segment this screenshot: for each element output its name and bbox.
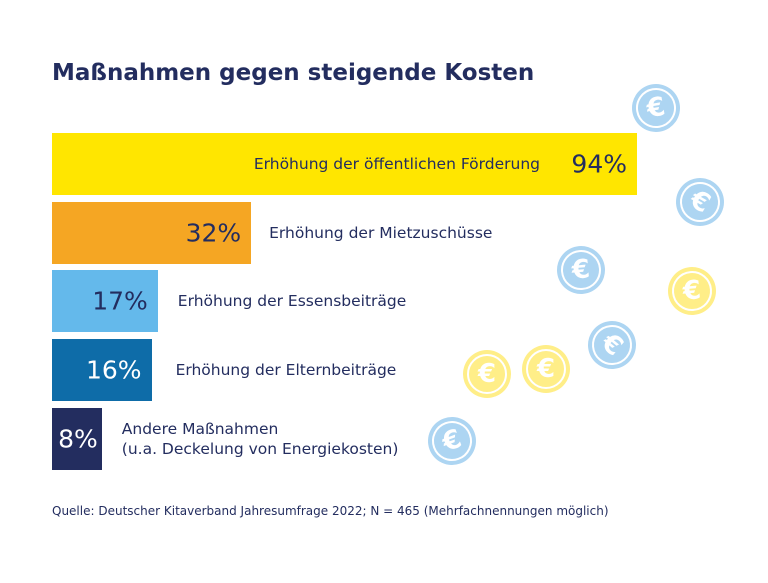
euro-coin-icon: € bbox=[578, 311, 646, 379]
euro-coin-icon: € bbox=[554, 243, 608, 297]
value-label: 32% bbox=[185, 218, 242, 248]
bar: 17% Erhöhung der Essensbeiträge bbox=[52, 270, 406, 332]
chart-title: Maßnahmen gegen steigende Kosten bbox=[52, 60, 535, 86]
category-label-line: Erhöhung der Mietzuschüsse bbox=[269, 224, 493, 242]
category-label: Erhöhung der öffentlichen Förderung bbox=[254, 154, 540, 174]
euro-coin-icon: € bbox=[522, 345, 570, 393]
value-label: 94% bbox=[571, 149, 627, 179]
category-label-line: Erhöhung der öffentlichen Förderung bbox=[253, 155, 540, 173]
category-label-line: Andere Maßnahmen bbox=[121, 420, 279, 438]
category-label: Erhöhung der Essensbeiträge bbox=[178, 291, 407, 311]
category-label: Andere Maßnahmen (u.a. Deckelung von Ener… bbox=[122, 419, 399, 459]
euro-coin-icon: € bbox=[421, 410, 483, 472]
bar: 32% Erhöhung der Mietzuschüsse bbox=[52, 202, 492, 264]
bar: 16% Erhöhung der Elternbeiträge bbox=[52, 339, 396, 401]
bar: 8% Andere Maßnahmen (u.a. Deckelung von En… bbox=[52, 408, 398, 470]
euro-coin-icon: € bbox=[628, 80, 684, 136]
category-label: Erhöhung der Mietzuschüsse bbox=[269, 223, 492, 243]
category-label-line: Erhöhung der Elternbeiträge bbox=[175, 361, 397, 379]
euro-coin-icon: € bbox=[665, 264, 719, 318]
value-label: 8% bbox=[58, 424, 98, 454]
source-note: Quelle: Deutscher Kitaverband Jahresumfr… bbox=[52, 504, 609, 518]
category-label: Erhöhung der Elternbeiträge bbox=[176, 360, 397, 380]
value-label: 17% bbox=[92, 286, 148, 316]
euro-coin-icon: € bbox=[463, 350, 511, 398]
bar: 94% Erhöhung der öffentlichen Förderung bbox=[52, 133, 637, 195]
category-label-line: (u.a. Deckelung von Energiekosten) bbox=[121, 440, 399, 458]
category-label-line: Erhöhung der Essensbeiträge bbox=[177, 292, 407, 310]
value-label: 16% bbox=[85, 355, 142, 385]
euro-coin-icon: € bbox=[667, 169, 733, 235]
